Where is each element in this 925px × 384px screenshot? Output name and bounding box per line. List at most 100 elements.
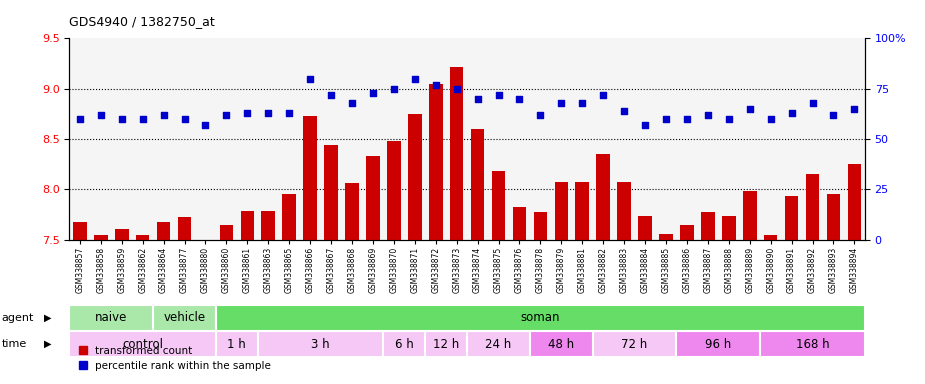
Point [637, 122, 652, 128]
Legend: transformed count, percentile rank within the sample: transformed count, percentile rank withi… [75, 341, 276, 375]
Point [743, 106, 758, 112]
Point [345, 100, 360, 106]
Text: soman: soman [521, 311, 561, 324]
Bar [450, 66, 463, 240]
Bar [73, 222, 87, 240]
Bar [366, 156, 380, 240]
Bar [722, 217, 735, 240]
Bar [303, 116, 317, 240]
Point [659, 116, 673, 122]
Point [491, 92, 506, 98]
Bar [593, 331, 676, 357]
Bar [806, 174, 820, 240]
Bar [597, 154, 610, 240]
Point [115, 116, 130, 122]
Point [93, 112, 108, 118]
Bar [383, 331, 426, 357]
Bar [154, 305, 216, 331]
Text: control: control [122, 338, 163, 351]
Bar [512, 207, 526, 240]
Bar [471, 129, 485, 240]
Bar [262, 212, 275, 240]
Point [428, 82, 443, 88]
Text: 168 h: 168 h [796, 338, 830, 351]
Point [240, 110, 254, 116]
Bar [219, 225, 233, 240]
Bar [115, 228, 129, 240]
Point [805, 100, 820, 106]
Bar [827, 194, 840, 240]
Bar [136, 235, 150, 240]
Point [470, 96, 485, 102]
Text: naive: naive [95, 311, 128, 324]
Bar [178, 217, 191, 240]
Text: 48 h: 48 h [549, 338, 574, 351]
Point [365, 89, 380, 96]
Point [407, 76, 422, 82]
Bar [216, 331, 258, 357]
Point [554, 100, 569, 106]
Point [722, 116, 736, 122]
Bar [847, 164, 861, 240]
Bar [258, 331, 383, 357]
Bar [216, 305, 865, 331]
Bar [429, 84, 442, 240]
Bar [240, 212, 254, 240]
Point [450, 86, 464, 92]
Point [282, 110, 297, 116]
Bar [676, 331, 760, 357]
Point [387, 86, 401, 92]
Text: ▶: ▶ [44, 313, 52, 323]
Text: 6 h: 6 h [395, 338, 413, 351]
Bar [617, 182, 631, 240]
Bar [743, 191, 757, 240]
Bar [680, 225, 694, 240]
Bar [492, 171, 505, 240]
Bar [764, 235, 778, 240]
Point [512, 96, 527, 102]
Text: ▶: ▶ [44, 339, 52, 349]
Point [617, 108, 632, 114]
Bar [282, 194, 296, 240]
Bar [530, 331, 593, 357]
Bar [408, 114, 422, 240]
Point [596, 92, 611, 98]
Point [219, 112, 234, 118]
Bar [575, 182, 589, 240]
Point [156, 112, 171, 118]
Point [680, 116, 695, 122]
Point [261, 110, 276, 116]
Point [574, 100, 589, 106]
Bar [760, 331, 865, 357]
Bar [467, 331, 530, 357]
Point [533, 112, 548, 118]
Point [826, 112, 841, 118]
Point [847, 106, 862, 112]
Bar [534, 212, 548, 240]
Point [135, 116, 150, 122]
Point [302, 76, 317, 82]
Text: 72 h: 72 h [622, 338, 648, 351]
Point [700, 112, 715, 118]
Bar [345, 183, 359, 240]
Point [198, 122, 213, 128]
Bar [387, 141, 401, 240]
Text: 1 h: 1 h [228, 338, 246, 351]
Text: 24 h: 24 h [486, 338, 512, 351]
Text: time: time [2, 339, 27, 349]
Point [763, 116, 778, 122]
Bar [426, 331, 467, 357]
Text: GDS4940 / 1382750_at: GDS4940 / 1382750_at [69, 15, 216, 28]
Bar [156, 222, 170, 240]
Text: vehicle: vehicle [164, 311, 205, 324]
Text: agent: agent [2, 313, 34, 323]
Point [784, 110, 799, 116]
Point [72, 116, 87, 122]
Bar [638, 217, 652, 240]
Bar [660, 233, 672, 240]
Bar [554, 182, 568, 240]
Text: 12 h: 12 h [433, 338, 460, 351]
Bar [69, 331, 216, 357]
Point [324, 92, 339, 98]
Bar [784, 196, 798, 240]
